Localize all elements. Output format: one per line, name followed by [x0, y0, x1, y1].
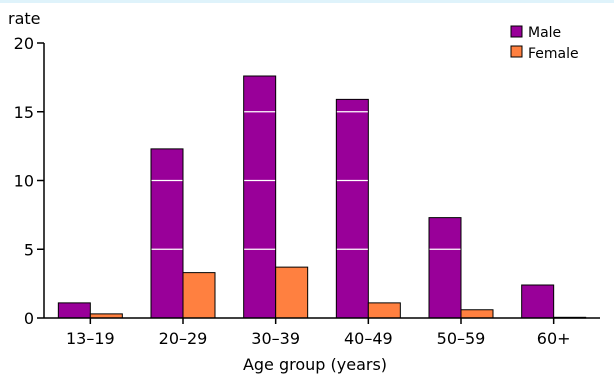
legend: Male Female	[510, 25, 579, 62]
legend-label-male: Male	[528, 25, 561, 41]
legend-label-female: Female	[528, 46, 579, 62]
bar-female-1	[182, 272, 216, 319]
bar-female-3	[367, 302, 401, 319]
legend-swatch-female	[510, 45, 523, 58]
x-tick-label-4: 50–59	[437, 329, 486, 348]
y-tick-label-2: 10	[14, 172, 34, 191]
x-tick-label-0: 13–19	[66, 329, 115, 348]
bars-group	[57, 75, 587, 319]
x-tick-label-1: 20–29	[159, 329, 208, 348]
bar-male-5	[521, 284, 555, 319]
bar-male-0	[57, 302, 91, 319]
x-tick-label-3: 40–49	[344, 329, 393, 348]
top-stripe	[0, 0, 614, 3]
x-tick-label-2: 30–39	[251, 329, 300, 348]
bar-female-4	[460, 309, 494, 319]
y-tick-label-3: 15	[14, 103, 34, 122]
gridlines-group	[151, 111, 461, 250]
x-ticks-group: 13–19 20–29 30–39 40–49 50–59 60+	[66, 318, 571, 348]
y-tick-label-0: 0	[24, 309, 34, 328]
legend-swatch-male	[510, 25, 523, 38]
x-tick-label-5: 60+	[537, 329, 571, 348]
y-tick-label-1: 5	[24, 240, 34, 259]
bar-female-2	[275, 266, 309, 319]
bar-male-2	[243, 75, 277, 319]
axes-group	[43, 43, 600, 319]
y-tick-label-4: 20	[14, 34, 34, 53]
y-axis-title: rate	[8, 9, 41, 28]
bar-male-3	[335, 98, 369, 319]
bar-male-4	[428, 217, 462, 319]
bar-male-1	[150, 148, 184, 319]
x-axis-title: Age group (years)	[243, 355, 387, 374]
y-ticks-group: 0 5 10 15 20	[14, 34, 44, 328]
